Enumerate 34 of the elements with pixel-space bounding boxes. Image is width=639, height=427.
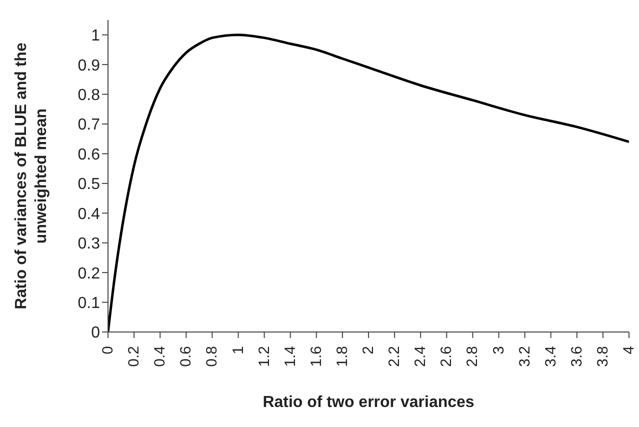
x-axis-title: Ratio of two error variances: [262, 394, 474, 411]
x-tick-label: 1: [230, 346, 247, 354]
x-tick-label: 1.4: [282, 346, 299, 367]
x-tick-label: 3.6: [568, 346, 586, 367]
x-tick-label: 2.4: [412, 346, 430, 367]
x-tick-label: 2.2: [386, 346, 404, 367]
y-tick-label: 0.6: [78, 146, 100, 164]
x-tick-label: 1.6: [308, 346, 325, 367]
x-tick-label: 1.8: [334, 346, 351, 367]
y-tick-label: 0.9: [78, 57, 100, 74]
x-tick-label: 2: [360, 346, 377, 354]
y-tick-label: 0.3: [78, 236, 100, 253]
x-tick-label: 0.2: [126, 346, 143, 367]
y-tick-label: 0.8: [78, 86, 100, 104]
x-tick-label: 1.2: [256, 346, 273, 367]
x-tick-label: 0.6: [178, 346, 195, 367]
x-tick-label: 3.4: [542, 346, 560, 367]
x-tick-label: 3.2: [516, 346, 534, 367]
x-tick-label: 2.6: [438, 346, 456, 367]
y-tick-label: 0: [91, 324, 100, 342]
y-tick-label: 0.2: [78, 265, 100, 282]
y-tick-label: 0.5: [78, 176, 100, 194]
y-axis-title: Ratio of variances of BLUE and the unweighted mean: [13, 42, 50, 310]
x-tick-label: 0: [100, 346, 116, 354]
x-tick-label: 4: [620, 346, 638, 354]
x-tick-label: 0.8: [204, 346, 221, 367]
x-tick-label: 2.8: [464, 346, 482, 367]
y-tick-label: 1: [91, 28, 100, 45]
x-tick-label: 0.4: [152, 346, 169, 367]
y-tick-label: 0.7: [78, 116, 100, 134]
y-tick-label: 0.1: [78, 294, 100, 312]
x-tick-label: 3: [490, 346, 508, 354]
x-tick-label: 3.8: [594, 346, 612, 367]
y-tick-label: 0.4: [78, 206, 100, 223]
